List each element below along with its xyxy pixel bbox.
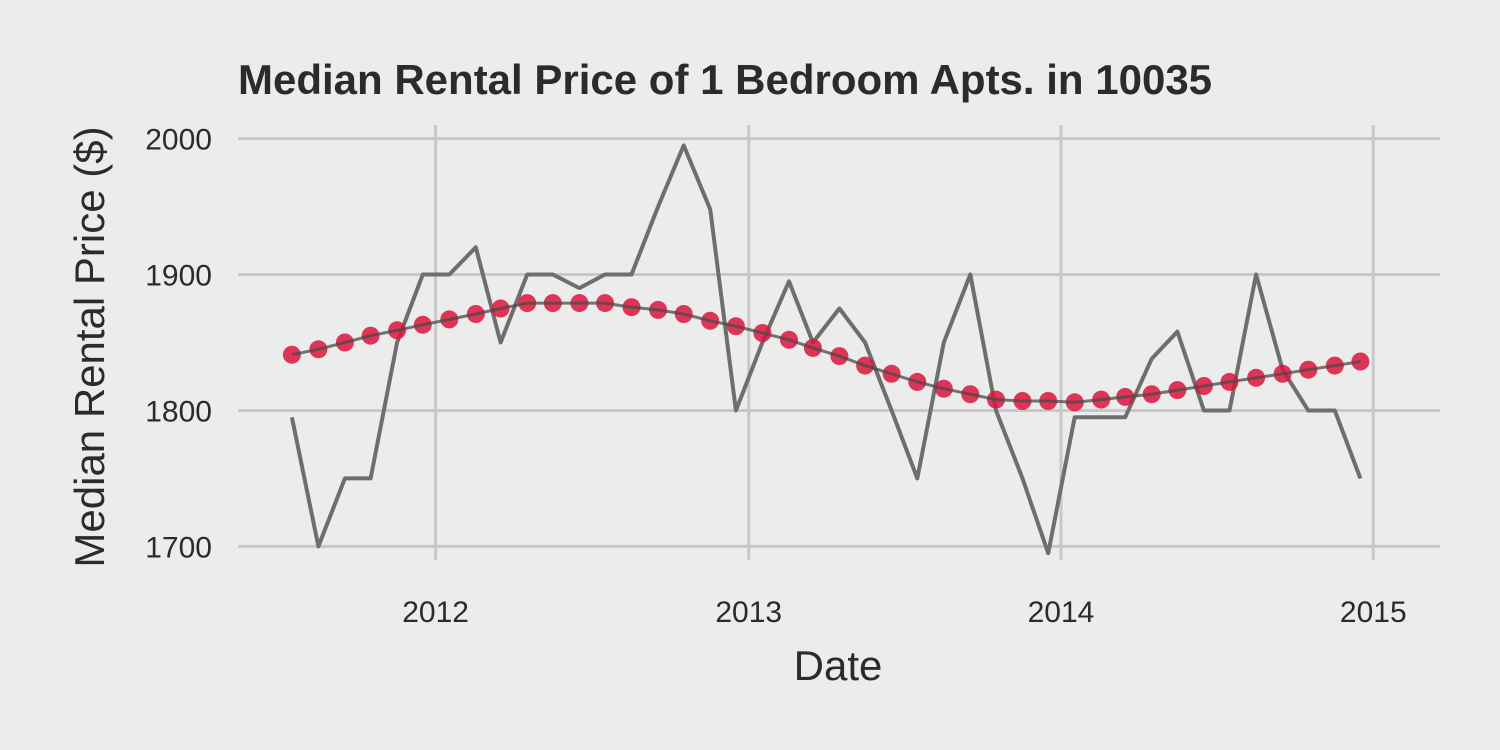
observed-price-line [289,143,1363,556]
x-tick-label: 2013 [715,596,782,629]
series-layer [282,143,1370,556]
smoothed-trend-line [291,301,1361,404]
y-tick-label: 1700 [145,531,212,564]
chart-title: Median Rental Price of 1 Bedroom Apts. i… [238,56,1212,103]
y-tick-label: 2000 [145,124,212,157]
y-axis-title: Median Rental Price ($) [66,126,113,567]
x-tick-label: 2015 [1340,596,1407,629]
x-tick-labels: 2012 2013 2014 2015 [402,596,1406,629]
y-tick-label: 1900 [145,260,212,293]
x-tick-label: 2012 [402,596,469,629]
x-tick-label: 2014 [1028,596,1095,629]
x-axis-title: Date [794,642,883,689]
y-tick-label: 1800 [145,395,212,428]
y-tick-labels: 1700 1800 1900 2000 [145,124,212,565]
